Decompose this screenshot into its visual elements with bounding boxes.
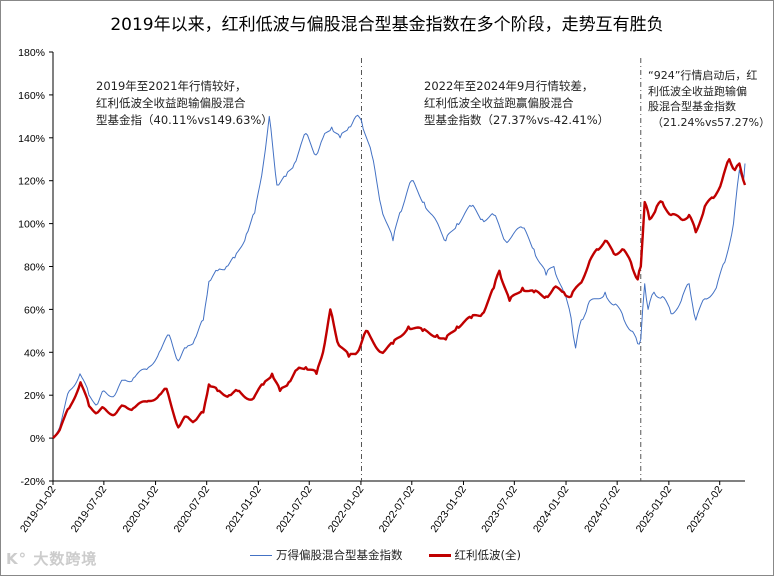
annotation-line: 2019年至2021年行情较好， bbox=[96, 79, 247, 93]
watermark-logo: K° 大数跨境 bbox=[6, 550, 98, 568]
annotation-3: “924”行情启动后，红 利低波全收益跑输偏 股混合型基金指数 （21.24%v… bbox=[648, 68, 770, 130]
legend-item-dividend-low-vol: 红利低波(全) bbox=[428, 547, 521, 563]
chart-title: 2019年以来，红利低波与偏股混合型基金指数在多个阶段，走势互有胜负 bbox=[110, 15, 664, 35]
annotation-line: 红利低波全收益跑输偏股混合 bbox=[96, 96, 246, 110]
annotation-1: 2019年至2021年行情较好， 红利低波全收益跑输偏股混合 型基金指（40.1… bbox=[96, 78, 273, 129]
y-tick-label: 140% bbox=[18, 133, 45, 145]
annotation-line: “924”行情启动后，红 bbox=[648, 69, 758, 82]
x-tick-label: 2021-07-02 bbox=[274, 484, 315, 535]
x-tick-label: 2024-07-02 bbox=[582, 484, 623, 535]
y-tick-label: 0% bbox=[30, 433, 45, 445]
y-tick-label: 160% bbox=[18, 90, 45, 102]
x-tick-label: 2019-07-02 bbox=[69, 484, 110, 535]
annotation-line: 红利低波全收益跑赢偏股混合 bbox=[424, 96, 574, 110]
legend-item-fund-index: 万得偏股混合型基金指数 bbox=[250, 547, 403, 563]
legend-swatch bbox=[250, 554, 272, 556]
y-tick-label: -20% bbox=[20, 476, 45, 488]
y-tick-label: 180% bbox=[18, 47, 45, 59]
y-tick-label: 20% bbox=[24, 390, 45, 402]
annotation-line: 型基金指数（27.37%vs-42.41%） bbox=[424, 113, 610, 127]
annotation-line: 型基金指（40.11%vs149.63%） bbox=[96, 113, 273, 127]
series-line-fund-index bbox=[52, 114, 746, 439]
legend-label: 红利低波(全) bbox=[454, 548, 521, 562]
legend: 万得偏股混合型基金指数 红利低波(全) bbox=[250, 547, 521, 563]
x-tick-label: 2023-01-02 bbox=[428, 484, 469, 535]
annotation-line: （21.24%vs57.27%） bbox=[652, 115, 771, 129]
series-line-dividend-low-vol bbox=[52, 158, 747, 439]
annotation-line: 利低波全收益跑输偏 bbox=[648, 84, 747, 98]
legend-label: 万得偏股混合型基金指数 bbox=[276, 548, 403, 562]
x-tick-label: 2022-07-02 bbox=[377, 484, 418, 535]
x-tick-label: 2020-07-02 bbox=[171, 484, 212, 535]
annotation-line: 股混合型基金指数 bbox=[648, 100, 736, 113]
x-tick-label: 2022-01-02 bbox=[326, 484, 367, 535]
x-tick-label: 2025-01-02 bbox=[634, 484, 675, 535]
x-tick-label: 2020-01-02 bbox=[120, 484, 161, 535]
y-tick-label: 40% bbox=[24, 347, 45, 359]
x-tick-label: 2023-07-02 bbox=[479, 484, 520, 535]
x-tick-label: 2019-01-02 bbox=[18, 484, 59, 535]
x-tick-label: 2024-01-02 bbox=[531, 484, 572, 535]
annotation-2: 2022年至2024年9月行情较差， 红利低波全收益跑赢偏股混合 型基金指数（2… bbox=[424, 78, 609, 129]
y-tick-label: 60% bbox=[24, 304, 45, 316]
legend-swatch bbox=[428, 553, 451, 557]
annotation-line: 2022年至2024年9月行情较差， bbox=[424, 79, 594, 93]
y-tick-label: 80% bbox=[24, 262, 45, 274]
y-tick-label: 120% bbox=[18, 176, 45, 188]
x-tick-label: 2021-01-02 bbox=[223, 484, 264, 535]
watermark-text: 大数跨境 bbox=[33, 550, 98, 568]
y-tick-label: 100% bbox=[18, 219, 45, 231]
x-tick-label: 2025-07-02 bbox=[685, 484, 726, 535]
